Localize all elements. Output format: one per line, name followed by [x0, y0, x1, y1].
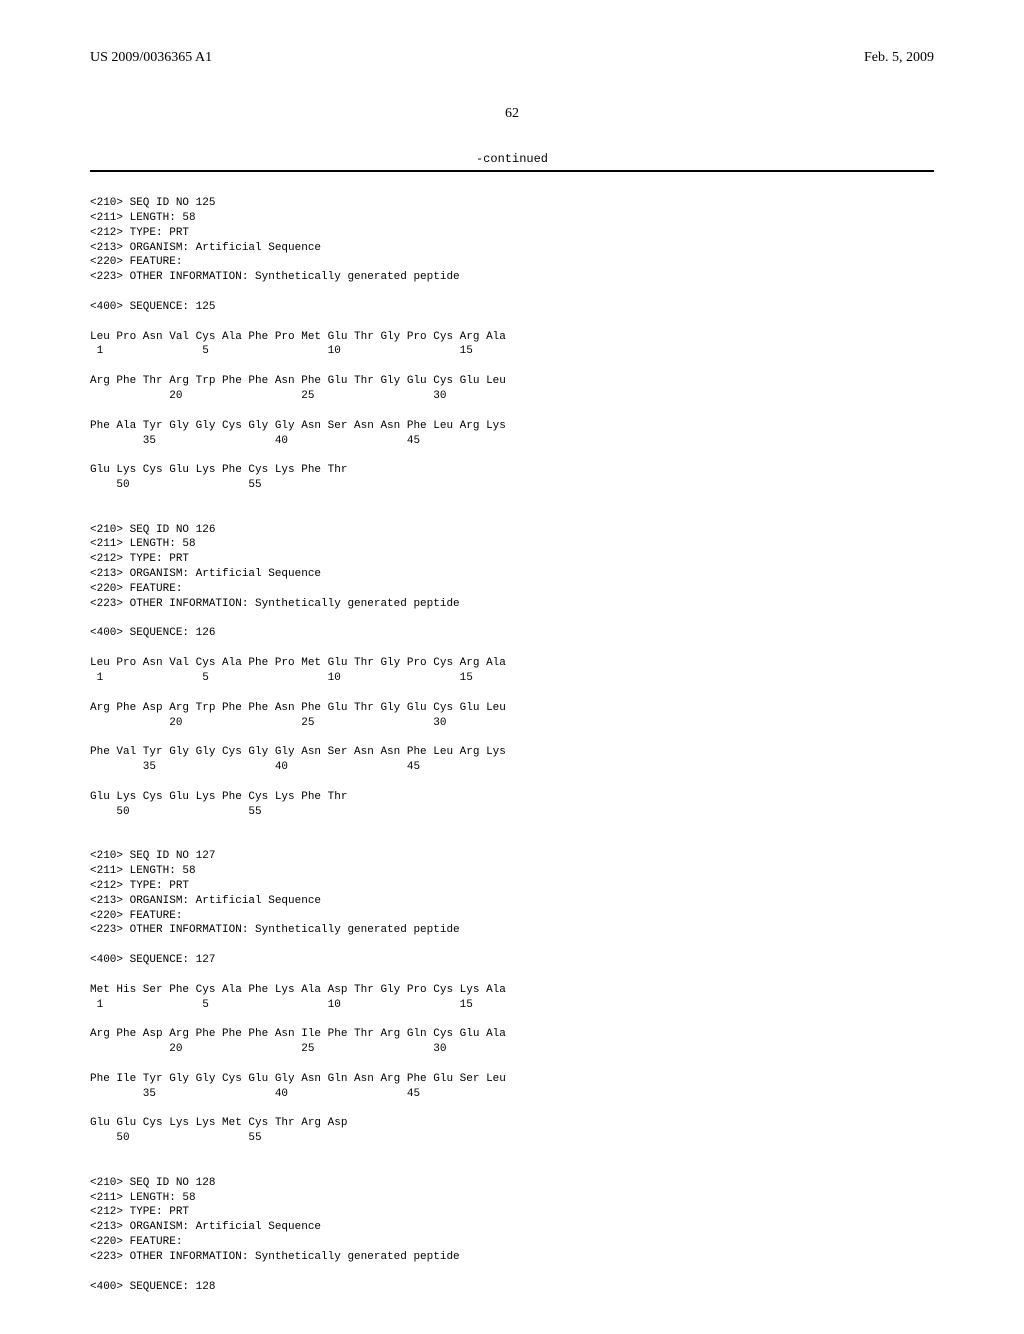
divider: [90, 170, 934, 172]
publication-number: US 2009/0036365 A1: [90, 50, 212, 66]
page: US 2009/0036365 A1 Feb. 5, 2009 62 -cont…: [0, 0, 1024, 1334]
publication-date: Feb. 5, 2009: [864, 50, 934, 66]
page-header: US 2009/0036365 A1 Feb. 5, 2009: [90, 50, 934, 66]
sequence-listing: <210> SEQ ID NO 125 <211> LENGTH: 58 <21…: [90, 196, 934, 1294]
continued-label: -continued: [90, 152, 934, 166]
page-number: 62: [90, 106, 934, 122]
